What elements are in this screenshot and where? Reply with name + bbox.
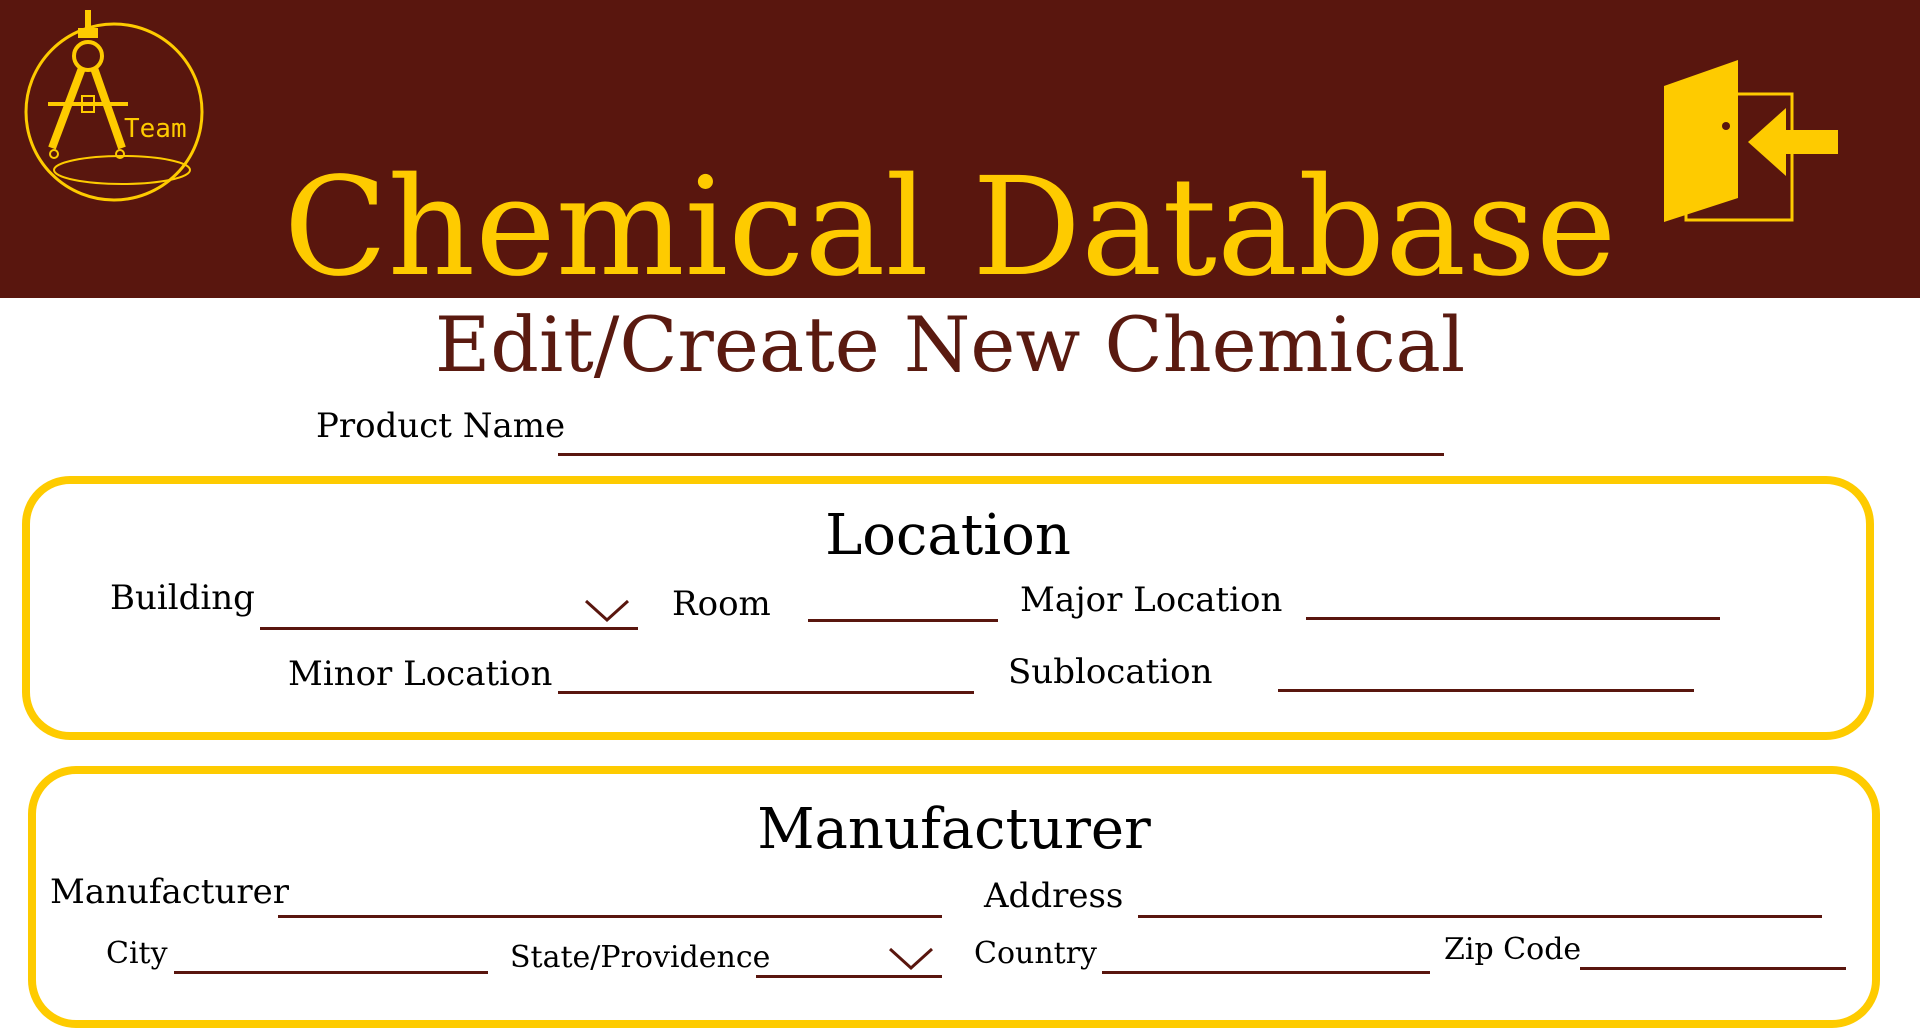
state-label: State/Providence bbox=[510, 940, 771, 975]
exit-button[interactable] bbox=[1656, 58, 1842, 224]
app-title: Chemical Database bbox=[283, 149, 1617, 307]
country-label: Country bbox=[974, 936, 1098, 971]
chevron-down-icon bbox=[888, 947, 934, 971]
location-section: Location bbox=[22, 476, 1874, 740]
manufacturer-label: Manufacturer bbox=[50, 872, 289, 912]
state-select[interactable] bbox=[756, 942, 942, 978]
compass-logo-icon: Team bbox=[18, 6, 218, 206]
form-title: Edit/Create New Chemical bbox=[434, 300, 1466, 389]
exit-door-icon bbox=[1664, 60, 1838, 222]
minor-location-input[interactable] bbox=[558, 658, 974, 694]
location-section-title: Location bbox=[825, 503, 1071, 568]
product-name-input[interactable] bbox=[558, 420, 1444, 456]
room-label: Room bbox=[672, 584, 771, 624]
zip-code-input[interactable] bbox=[1580, 934, 1846, 970]
chevron-down-icon bbox=[584, 599, 630, 623]
product-name-label: Product Name bbox=[316, 406, 566, 446]
city-label: City bbox=[106, 936, 168, 971]
major-location-input[interactable] bbox=[1306, 584, 1720, 620]
country-input[interactable] bbox=[1102, 938, 1430, 974]
building-select[interactable] bbox=[260, 594, 638, 630]
zip-code-label: Zip Code bbox=[1444, 932, 1582, 967]
building-label: Building bbox=[110, 578, 255, 618]
header-bar: Team Chemical Database bbox=[0, 0, 1920, 307]
minor-location-label: Minor Location bbox=[288, 654, 553, 694]
sublocation-input[interactable] bbox=[1278, 656, 1694, 692]
city-input[interactable] bbox=[174, 938, 488, 974]
room-input[interactable] bbox=[808, 586, 998, 622]
manufacturer-input[interactable] bbox=[278, 882, 942, 918]
manufacturer-section-title: Manufacturer bbox=[757, 797, 1151, 862]
logo-text: Team bbox=[124, 114, 187, 144]
sublocation-label: Sublocation bbox=[1008, 652, 1213, 692]
address-input[interactable] bbox=[1138, 882, 1822, 918]
manufacturer-section: Manufacturer bbox=[28, 766, 1880, 1028]
major-location-label: Major Location bbox=[1020, 580, 1283, 620]
address-label: Address bbox=[984, 876, 1124, 916]
